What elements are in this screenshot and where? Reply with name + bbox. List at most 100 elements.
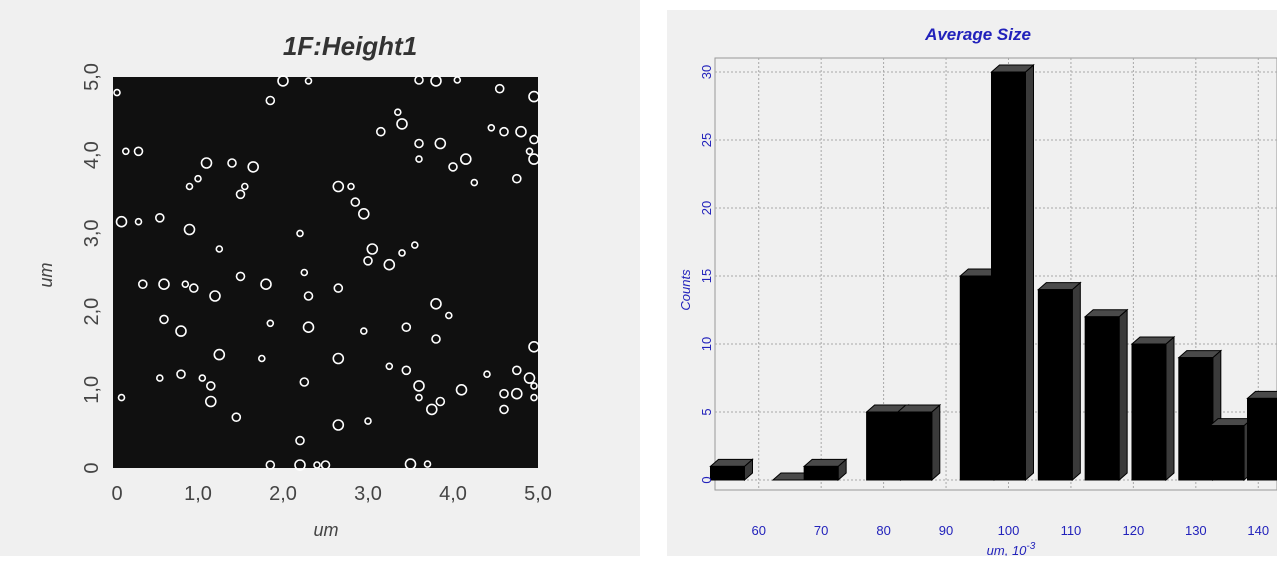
particle [430,297,442,310]
particle [385,362,394,371]
particle [198,374,207,382]
afm-image-area [113,77,538,468]
particle [206,381,216,391]
bar-top [990,64,1035,73]
x-tick-label: 100 [998,523,1020,538]
bar-front [866,411,902,481]
particle [159,314,169,325]
histogram-bar [1083,308,1129,482]
histogram-title: Average Size [924,25,1031,44]
particle [383,258,396,271]
particle [393,108,402,116]
particle [483,370,491,379]
x-tick-label: 90 [939,523,953,538]
particle-layer [113,75,540,471]
particle [175,325,187,337]
particle [227,158,237,168]
y-tick-label: 4,0 [81,141,103,169]
particle [363,255,373,266]
particle [525,147,534,156]
particle [333,283,344,293]
particle [523,372,536,384]
histogram-panel: Average Size 60 70 80 90 100 110 120 130 140 0 5 1… [667,10,1277,558]
histogram-bar [1130,335,1176,482]
particle [215,245,224,253]
particle [470,178,479,187]
particle [425,403,438,416]
particle [401,322,412,333]
particle [398,249,406,257]
bar-side [1024,63,1034,482]
x-tick-label: 5,0 [524,483,552,505]
particle [423,460,432,468]
particle [313,461,321,469]
particle [364,417,372,425]
particle [404,458,417,470]
particle [241,182,249,191]
histogram-bar [802,458,848,482]
particle [350,197,361,207]
particle [115,215,128,228]
particle [332,180,345,193]
particle [332,419,345,431]
particle [375,126,386,137]
particle [122,147,130,156]
particle [414,138,424,149]
particle [155,213,165,223]
y-tick-label: 0 [699,476,714,483]
particle [530,382,538,390]
particle [205,395,217,408]
y-axis-label: Counts [678,269,693,311]
x-tick-label: 60 [751,523,765,538]
y-tick-label: 10 [699,337,714,351]
bar-front [1037,289,1073,481]
bar-top [1036,282,1082,291]
particle [415,155,423,163]
x-axis-label: um, 10-3 [987,541,1036,556]
afm-height-image: 1F:Height1 0 1,0 2,0 3,0 4,0 5,0 0 1,0 2,0 3,0 4,… [36,31,552,540]
particle [359,327,368,335]
y-axis-ticks: 0 1,0 2,0 3,0 4,0 5,0 [81,63,103,473]
particle [189,283,199,293]
particle [299,377,310,387]
histogram-bar [1208,417,1254,482]
x-tick-label: 3,0 [354,483,382,505]
particle [347,182,355,191]
particle [277,75,289,87]
y-tick-label: 20 [699,201,714,215]
bar-side [1165,335,1175,482]
particle [300,268,309,277]
y-tick-label: 30 [699,65,714,79]
particle [487,124,496,132]
particle [357,208,370,220]
particle [213,348,226,361]
histogram-bar [896,403,942,482]
particle [235,271,246,282]
particle [133,146,144,157]
particle [459,153,472,165]
particle [257,354,266,363]
particle [295,435,305,446]
particle [499,388,509,399]
particle [396,118,408,130]
particle [494,83,505,94]
particle [431,334,441,344]
particle [294,459,306,471]
particle [265,95,276,106]
x-axis-ticks: 60 70 80 90 100 110 120 130 140 [751,523,1269,538]
y-axis-ticks: 0 5 10 15 20 25 30 [699,65,714,484]
particle [265,460,276,470]
bar-front [1178,357,1214,481]
particle [434,137,447,150]
particle [134,217,143,226]
particle [183,223,196,236]
bars [709,63,1277,482]
particle [181,280,190,289]
bar-side [1071,281,1081,482]
histogram-bar [1246,390,1277,481]
bar-top [709,458,754,467]
particle [194,174,202,183]
particle [410,241,419,249]
histogram-bar [990,63,1035,482]
x-tick-label: 120 [1123,523,1145,538]
